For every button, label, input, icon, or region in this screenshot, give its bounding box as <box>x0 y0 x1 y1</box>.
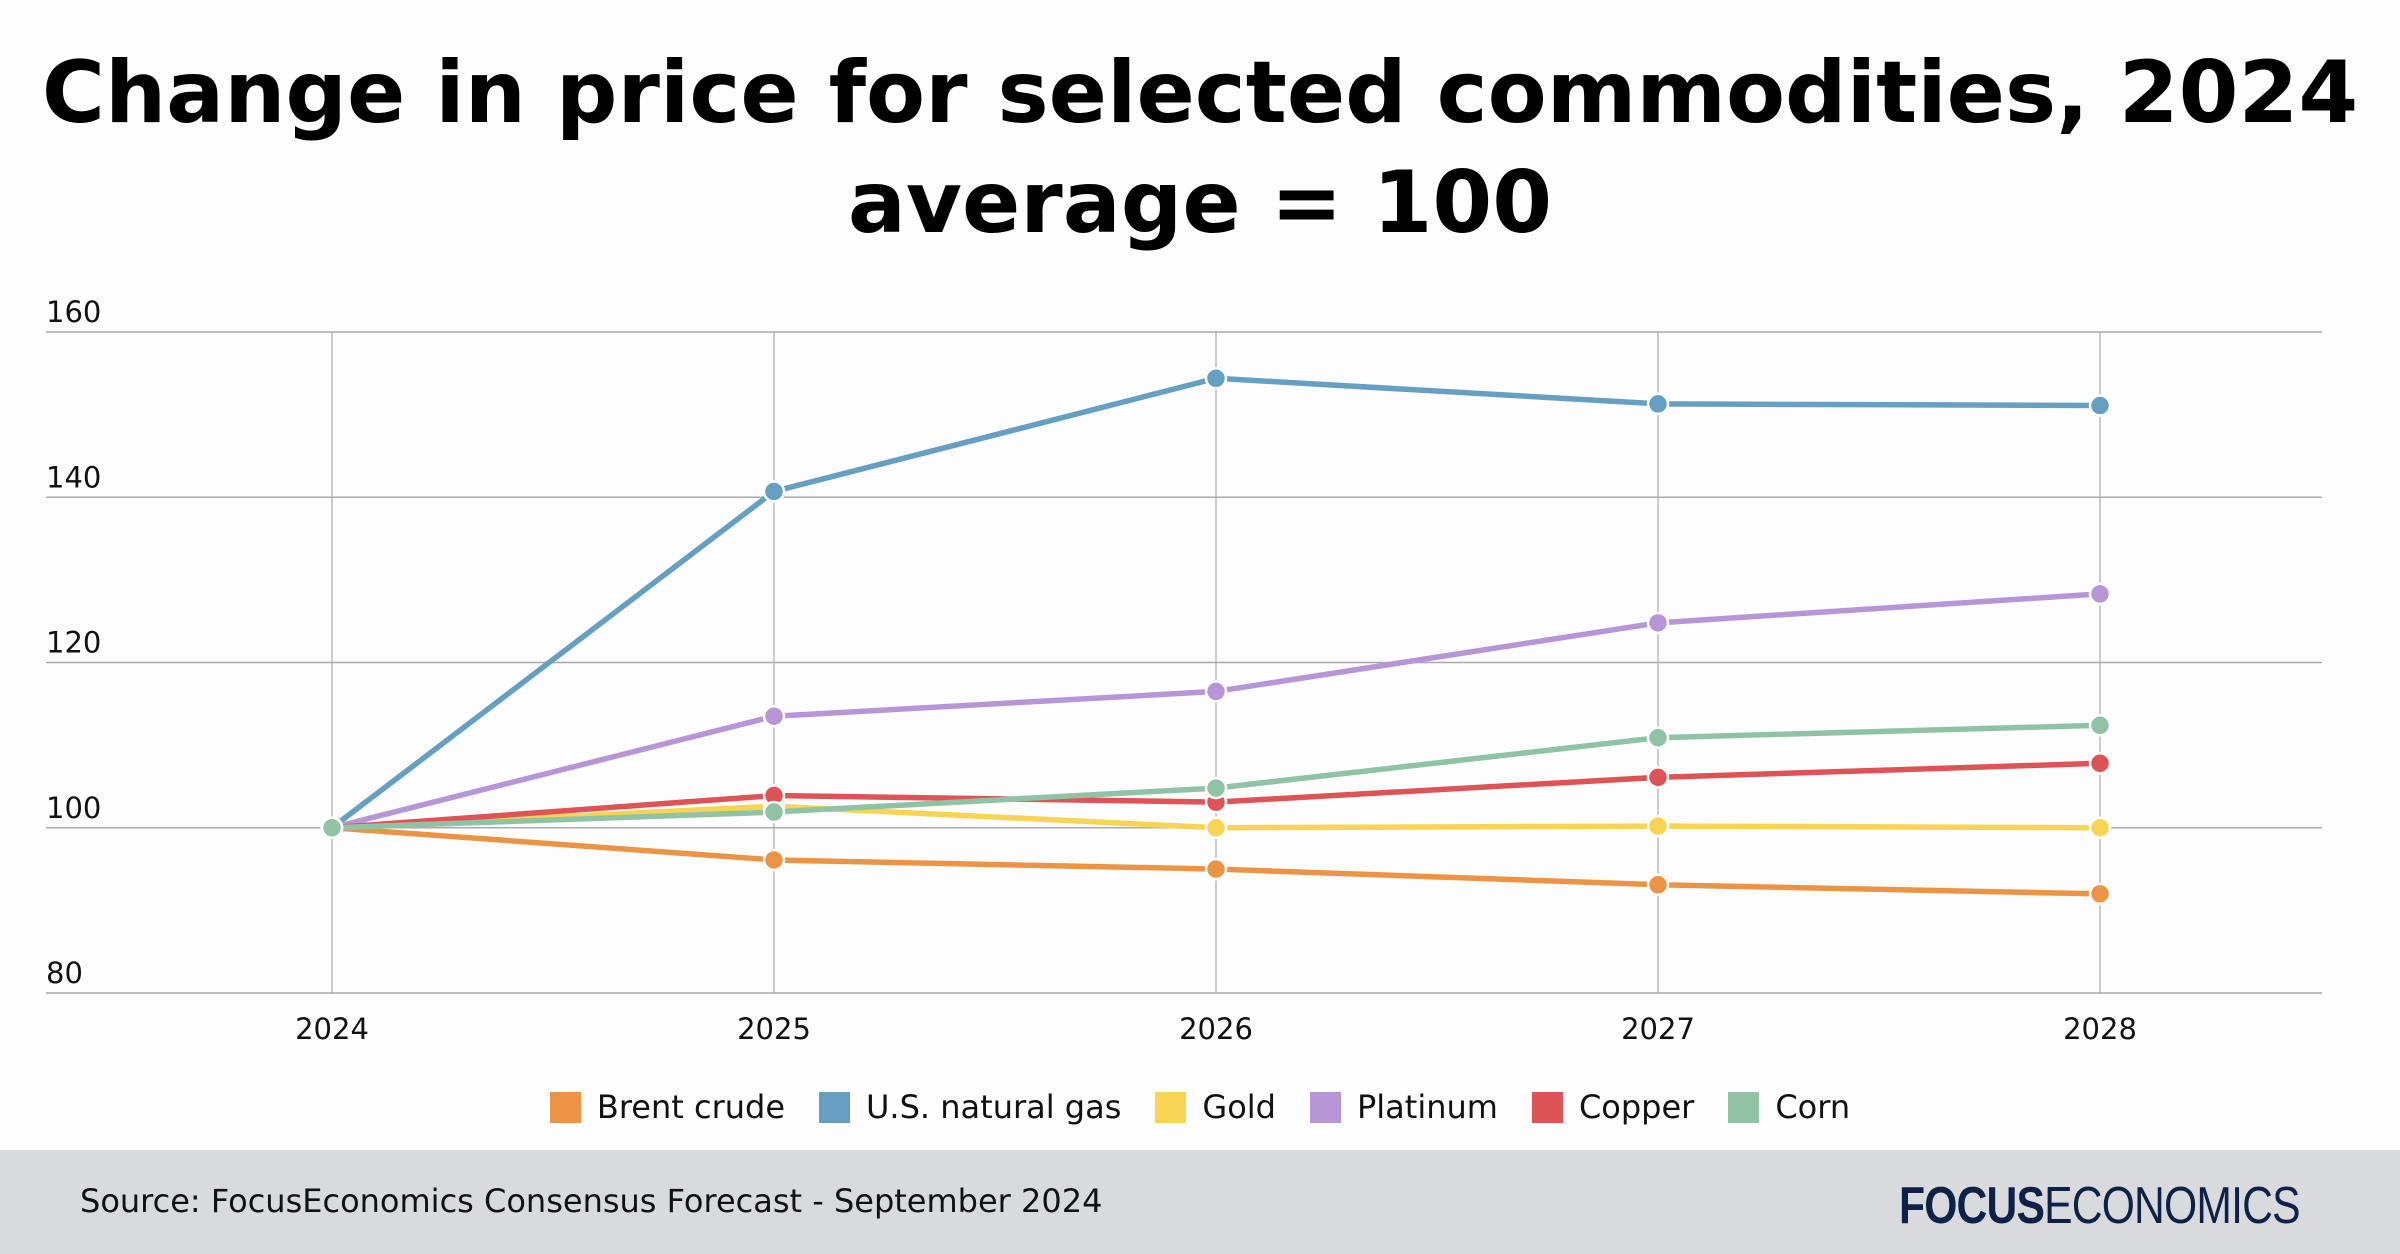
legend-label: Gold <box>1202 1088 1276 1126</box>
legend-label: Corn <box>1775 1088 1851 1126</box>
legend-swatch <box>819 1091 850 1123</box>
data-point <box>320 816 344 839</box>
data-point <box>1204 367 1228 390</box>
data-point <box>2088 582 2112 606</box>
data-point <box>1646 392 1670 416</box>
data-point <box>762 480 786 503</box>
footer: Source: FocusEconomics Consensus Forecas… <box>0 1150 2400 1254</box>
legend-item[interactable]: U.S. natural gas <box>819 1088 1121 1126</box>
legend-swatch <box>1728 1091 1760 1123</box>
x-tick-label: 2024 <box>295 1012 369 1046</box>
y-tick-label: 140 <box>46 460 101 494</box>
data-point <box>2088 752 2112 775</box>
data-point <box>1646 814 1670 838</box>
data-point <box>762 848 786 872</box>
legend-label: Brent crude <box>596 1088 785 1126</box>
y-tick-label: 100 <box>46 791 101 825</box>
x-tick-label: 2028 <box>2063 1012 2137 1046</box>
legend-item[interactable]: Brent crude <box>549 1088 785 1126</box>
legend: Brent crude U.S. natural gas Gold Platinum C… <box>0 1088 2400 1126</box>
legend-item[interactable]: Corn <box>1728 1088 1850 1126</box>
y-tick-label: 120 <box>46 626 101 660</box>
legend-swatch <box>1531 1091 1563 1123</box>
data-point <box>2088 816 2112 839</box>
legend-item[interactable]: Copper <box>1531 1088 1695 1126</box>
data-point <box>1204 680 1228 703</box>
focuseconomics-logo: FOCUSECONOMICS <box>1899 1176 2301 1236</box>
legend-label: Platinum <box>1356 1088 1498 1126</box>
data-point <box>2088 394 2112 417</box>
data-point <box>1204 816 1228 839</box>
legend-swatch <box>1155 1091 1187 1123</box>
x-tick-label: 2026 <box>1179 1012 1253 1046</box>
legend-swatch <box>1309 1091 1341 1123</box>
legend-label: U.S. natural gas <box>866 1088 1122 1126</box>
legend-label: Copper <box>1578 1088 1695 1126</box>
chart-title: Change in price for selected commodities… <box>41 43 2359 253</box>
data-point <box>1204 776 1228 800</box>
legend-item[interactable]: Platinum <box>1309 1088 1498 1126</box>
data-point <box>2088 882 2112 906</box>
y-tick-label: 80 <box>46 956 83 990</box>
x-tick-label: 2027 <box>1621 1012 1695 1046</box>
data-point <box>762 704 786 728</box>
legend-swatch <box>549 1091 581 1123</box>
data-point <box>1646 611 1670 635</box>
legend-item[interactable]: Gold <box>1155 1088 1276 1126</box>
data-point <box>1646 766 1670 789</box>
data-point <box>1646 726 1670 749</box>
data-point <box>1646 873 1670 897</box>
x-tick-label: 2025 <box>737 1012 811 1046</box>
y-tick-label: 160 <box>46 295 101 329</box>
logo-light: ECONOMICS <box>2044 1177 2300 1235</box>
data-point <box>762 800 786 824</box>
source-note: Source: FocusEconomics Consensus Forecas… <box>80 1182 1103 1220</box>
data-point <box>1204 857 1228 881</box>
line-chart: 2024 2025 2026 2027 2028 80 100 120 140 160 <box>46 295 2322 1046</box>
logo-bold: FOCUS <box>1899 1177 2045 1235</box>
data-point <box>2088 714 2112 737</box>
